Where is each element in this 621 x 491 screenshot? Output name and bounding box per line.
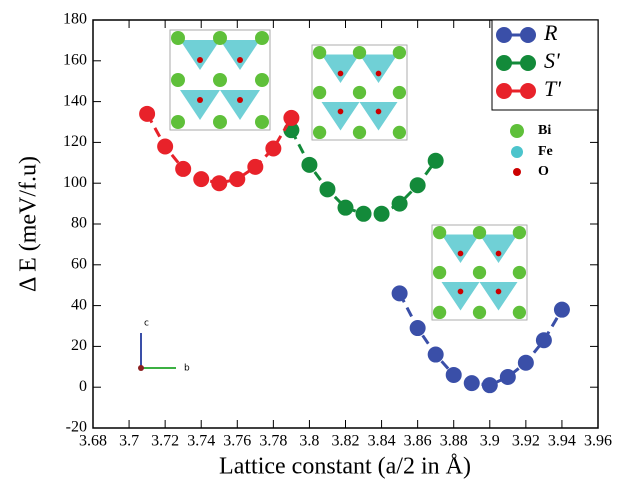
- x-tick-label: 3.82: [332, 433, 360, 450]
- marker: [229, 171, 245, 187]
- x-tick-label: 3.74: [187, 433, 215, 450]
- marker: [338, 200, 354, 216]
- marker: [428, 153, 444, 169]
- marker: [193, 171, 209, 187]
- y-tick-label: 180: [63, 11, 87, 28]
- y-tick-label: 80: [71, 215, 87, 232]
- x-tick-label: 3.76: [223, 433, 251, 450]
- legend-marker: [496, 55, 512, 71]
- inset-structure: [170, 30, 270, 130]
- y-tick-label: 20: [71, 337, 87, 354]
- atom-label: Bi: [538, 123, 551, 138]
- x-tick-label: 3.92: [512, 433, 540, 450]
- y-axis-title: Δ E (meV/f.u): [16, 156, 42, 292]
- chart: Bi Fe O c b Lattice constant (a/2 in Å) …: [0, 0, 621, 491]
- y-tick-label: 0: [79, 378, 87, 395]
- axis-label: b: [184, 364, 190, 374]
- marker: [392, 285, 408, 301]
- legend-marker: [520, 83, 536, 99]
- legend-label: S': [544, 48, 560, 73]
- y-tick-label: 140: [63, 92, 87, 109]
- marker: [139, 106, 155, 122]
- x-tick-label: 3.7: [119, 433, 139, 450]
- x-tick-label: 3.8: [299, 433, 319, 450]
- y-tick-label: 120: [63, 133, 87, 150]
- axis-origin: [138, 365, 144, 371]
- legend-marker: [496, 27, 512, 43]
- marker: [175, 161, 191, 177]
- marker: [301, 157, 317, 173]
- marker: [410, 177, 426, 193]
- marker: [247, 159, 263, 175]
- y-tick-label: 160: [63, 51, 87, 68]
- atom-label: Fe: [538, 144, 553, 159]
- marker: [554, 302, 570, 318]
- legend-label: R: [543, 20, 558, 45]
- x-tick-label: 3.9: [480, 433, 500, 450]
- y-tick-label: -20: [66, 419, 87, 436]
- marker: [518, 355, 534, 371]
- marker: [374, 206, 390, 222]
- marker: [265, 141, 281, 157]
- legend-label: T': [544, 76, 561, 101]
- inset-structure: [432, 225, 527, 320]
- marker: [536, 332, 552, 348]
- marker: [283, 110, 299, 126]
- x-tick-label: 3.96: [584, 433, 612, 450]
- atom-label: O: [538, 164, 549, 179]
- inset-structure: [312, 45, 407, 140]
- marker: [392, 196, 408, 212]
- atom-icon: [511, 146, 523, 158]
- x-tick-label: 3.88: [440, 433, 468, 450]
- x-tick-label: 3.86: [404, 433, 432, 450]
- legend-marker: [520, 55, 536, 71]
- x-tick-label: 3.72: [151, 433, 179, 450]
- marker: [356, 206, 372, 222]
- marker: [319, 181, 335, 197]
- atom-icon: [513, 168, 521, 176]
- x-tick-label: 3.78: [259, 433, 287, 450]
- marker: [482, 377, 498, 393]
- marker: [464, 375, 480, 391]
- marker: [446, 367, 462, 383]
- legend-marker: [496, 83, 512, 99]
- x-tick-label: 3.94: [548, 433, 576, 450]
- marker: [211, 175, 227, 191]
- marker: [428, 347, 444, 363]
- atom-icon: [510, 124, 524, 138]
- y-tick-label: 60: [71, 255, 87, 272]
- axis-label: c: [144, 319, 149, 329]
- x-axis-title: Lattice constant (a/2 in Å): [219, 454, 471, 480]
- legend-marker: [520, 27, 536, 43]
- marker: [410, 320, 426, 336]
- x-tick-label: 3.84: [368, 433, 396, 450]
- marker: [157, 138, 173, 154]
- marker: [500, 369, 516, 385]
- y-tick-label: 40: [71, 296, 87, 313]
- y-tick-label: 100: [63, 174, 87, 191]
